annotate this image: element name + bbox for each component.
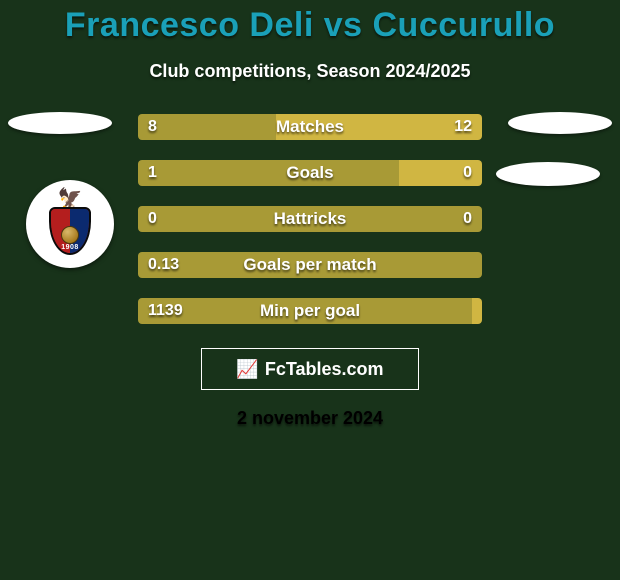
crest-year: 1908 (51, 244, 89, 251)
page-title: Francesco Deli vs Cuccurullo (0, 6, 620, 45)
stat-right-segment (276, 114, 482, 140)
stat-right-segment (472, 298, 482, 324)
stat-left-segment (138, 114, 276, 140)
brand-text: FcTables.com (265, 359, 384, 380)
left-player-photo-placeholder (8, 112, 112, 134)
stat-row: Goals per match0.13 (138, 252, 482, 278)
brand-box: 📈 FcTables.com (201, 348, 419, 390)
eagle-icon: 🦅 (58, 189, 83, 209)
stat-left-segment (138, 298, 472, 324)
comparison-chart: 🦅 1908 Matches812 Goals10 Hattricks00 Goals… (0, 114, 620, 344)
right-player-photo-placeholder (508, 112, 612, 134)
chart-icon: 📈 (236, 360, 258, 378)
stat-bars: Matches812 Goals10 Hattricks00 Goals per ma… (138, 114, 482, 344)
stat-left-segment (138, 252, 482, 278)
stat-left-segment (138, 206, 482, 232)
stat-right-segment (399, 160, 482, 186)
crest-casertana: 🦅 1908 (42, 191, 98, 257)
stat-row: Hattricks00 (138, 206, 482, 232)
shield-icon: 1908 (49, 207, 91, 255)
stat-row: Goals10 (138, 160, 482, 186)
footer-date: 2 november 2024 (0, 408, 620, 429)
left-club-crest: 🦅 1908 (26, 180, 114, 268)
right-club-crest-placeholder (496, 162, 600, 186)
page-root: Francesco Deli vs Cuccurullo Club compet… (0, 0, 620, 580)
stat-row: Min per goal1139 (138, 298, 482, 324)
stat-row: Matches812 (138, 114, 482, 140)
page-subtitle: Club competitions, Season 2024/2025 (0, 61, 620, 82)
stat-left-segment (138, 160, 399, 186)
footer-area: 📈 FcTables.com 2 november 2024 (0, 348, 620, 429)
